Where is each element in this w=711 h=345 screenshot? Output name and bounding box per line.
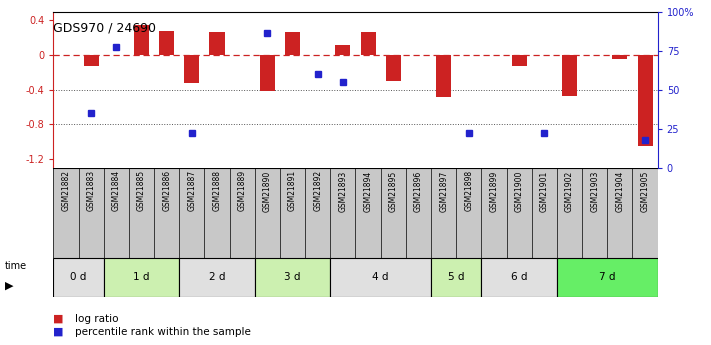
Text: 3 d: 3 d	[284, 272, 301, 282]
Text: GSM21898: GSM21898	[464, 170, 474, 211]
Text: 1 d: 1 d	[133, 272, 150, 282]
Text: GSM21889: GSM21889	[237, 170, 247, 211]
Bar	[360, 31, 375, 55]
Bar	[53, 258, 104, 297]
Text: GSM21897: GSM21897	[439, 170, 448, 211]
Text: GSM21895: GSM21895	[389, 170, 397, 211]
Text: GSM21888: GSM21888	[213, 170, 222, 211]
Text: GSM21885: GSM21885	[137, 170, 146, 211]
Text: 2 d: 2 d	[209, 272, 225, 282]
Text: 4 d: 4 d	[373, 272, 389, 282]
Text: GSM21894: GSM21894	[363, 170, 373, 211]
Bar	[336, 45, 351, 55]
Bar	[179, 258, 255, 297]
Text: log ratio: log ratio	[75, 314, 118, 324]
Text: GSM21890: GSM21890	[263, 170, 272, 211]
Bar	[562, 55, 577, 96]
Text: ▶: ▶	[5, 281, 14, 291]
Bar	[481, 258, 557, 297]
Bar	[159, 31, 174, 55]
Bar	[84, 55, 99, 66]
Text: GSM21900: GSM21900	[515, 170, 524, 212]
Text: 6 d: 6 d	[511, 272, 528, 282]
Text: GSM21903: GSM21903	[590, 170, 599, 212]
Text: GSM21891: GSM21891	[288, 170, 297, 211]
Text: GSM21884: GSM21884	[112, 170, 121, 211]
Text: GSM21893: GSM21893	[338, 170, 348, 211]
Bar	[255, 258, 331, 297]
Text: GSM21902: GSM21902	[565, 170, 574, 211]
Bar	[385, 55, 401, 81]
Text: GSM21899: GSM21899	[489, 170, 498, 211]
Text: 5 d: 5 d	[448, 272, 464, 282]
Bar	[134, 24, 149, 55]
Text: GSM21886: GSM21886	[162, 170, 171, 211]
Text: GSM21882: GSM21882	[61, 170, 70, 211]
Text: GSM21901: GSM21901	[540, 170, 549, 211]
Bar	[260, 55, 275, 91]
Bar	[210, 31, 225, 55]
Text: GSM21892: GSM21892	[314, 170, 322, 211]
Bar	[184, 55, 199, 83]
Bar	[331, 258, 431, 297]
Bar	[285, 31, 300, 55]
Text: ■: ■	[53, 327, 64, 337]
Text: time: time	[5, 262, 27, 272]
Bar	[104, 258, 179, 297]
Text: 7 d: 7 d	[599, 272, 616, 282]
Text: GDS970 / 24690: GDS970 / 24690	[53, 21, 156, 34]
Text: 0 d: 0 d	[70, 272, 87, 282]
Text: GSM21883: GSM21883	[87, 170, 95, 211]
Text: ■: ■	[53, 314, 64, 324]
Bar	[436, 55, 451, 97]
Text: GSM21905: GSM21905	[641, 170, 650, 212]
Bar	[612, 55, 627, 59]
Text: percentile rank within the sample: percentile rank within the sample	[75, 327, 250, 337]
Text: GSM21887: GSM21887	[187, 170, 196, 211]
Bar	[512, 55, 527, 66]
Bar	[557, 258, 658, 297]
Bar	[638, 55, 653, 146]
Text: GSM21896: GSM21896	[414, 170, 423, 211]
Bar	[431, 258, 481, 297]
Text: GSM21904: GSM21904	[616, 170, 624, 212]
